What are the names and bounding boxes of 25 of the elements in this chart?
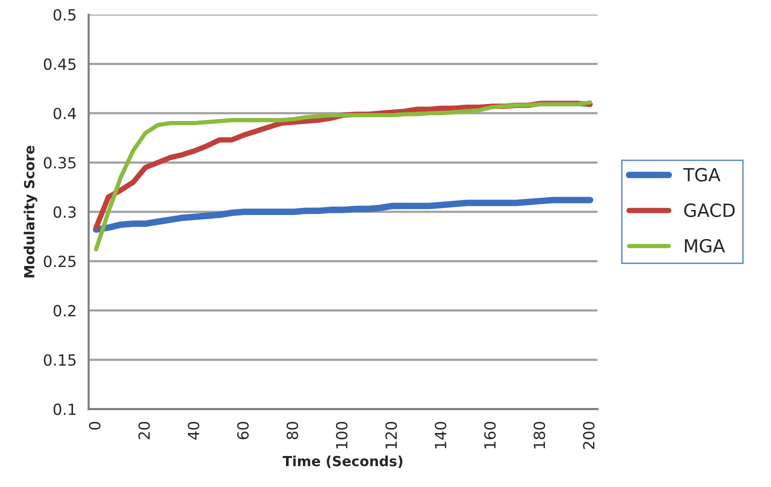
x-tick-label: 160 — [484, 422, 496, 448]
y-tick-label: 0.25 — [44, 256, 76, 268]
x-tick-label: 200 — [582, 422, 595, 449]
y-tick-label: 0.2 — [54, 304, 76, 316]
y-tick-label: 0.3 — [54, 206, 76, 218]
y-tick-label: 0.4 — [54, 108, 76, 120]
x-tick-label: 80 — [286, 422, 298, 440]
legend-label: GACD — [684, 203, 735, 218]
y-tick-label: 0.1 — [54, 404, 76, 416]
x-tick-label: 60 — [237, 422, 249, 440]
x-tick-label: 20 — [138, 422, 150, 440]
x-tick-label: 100 — [336, 422, 348, 448]
y-tick-label: 0.15 — [44, 354, 76, 366]
x-axis-title: Time (Seconds) — [282, 456, 402, 468]
y-axis-title: Modularity Score — [24, 146, 38, 278]
x-tick-label: 0 — [88, 422, 101, 430]
y-tick-label: 0.5 — [54, 9, 76, 21]
legend-label: TGA — [683, 168, 720, 182]
x-tick-label: 140 — [434, 422, 446, 448]
y-tick-label: 0.35 — [44, 157, 76, 169]
y-tick-label: 0.45 — [44, 58, 76, 70]
x-tick-label: 40 — [188, 422, 200, 440]
x-tick-label: 120 — [385, 422, 397, 448]
legend-label: MGA — [684, 238, 725, 253]
x-tick-label: 180 — [534, 422, 546, 448]
